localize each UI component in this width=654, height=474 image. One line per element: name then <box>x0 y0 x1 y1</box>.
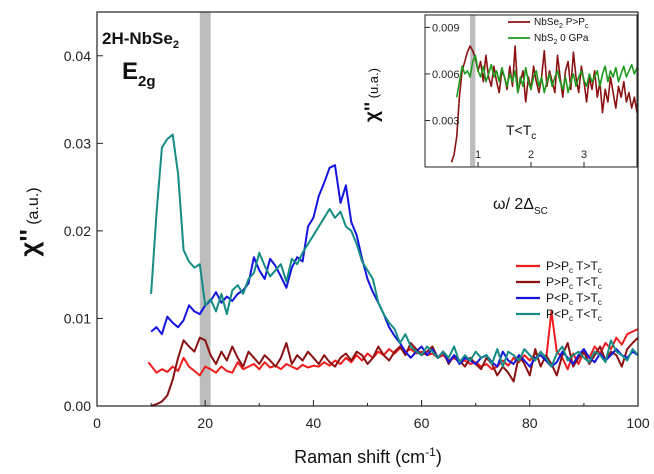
inset-x-tick-label: 1 <box>475 149 481 161</box>
main-x-tick-label: 40 <box>306 415 322 431</box>
inset-series-line-0 <box>450 45 638 163</box>
inset-series-group <box>450 45 638 163</box>
inset-legend: NbSe2 P>Pc NbS2 0 GPa <box>508 17 589 46</box>
sample-label: 2H-NbSe2 <box>102 29 179 51</box>
main-series-line-1 <box>150 336 639 407</box>
main-legend: P>Pc T>TcP>Pc T<TcP<Pc T>TcP<Pc T<Tc <box>516 259 602 323</box>
inset-y-axis-label: χ'' (u.a.) <box>362 68 383 122</box>
main-series-line-2 <box>150 164 639 368</box>
main-y-tick-label: 0.01 <box>64 310 91 326</box>
main-shade-band <box>199 12 211 406</box>
main-y-tick-label: 0.00 <box>64 398 91 414</box>
inset-y-tick-label: 0.009 <box>432 22 460 34</box>
inset-y-tick-label: 0.003 <box>432 115 460 127</box>
inset-chart: 1 2 3 0.003 0.006 0.009 T<Tc ω/ 2ΔSC χ'' (u.a… <box>362 14 638 217</box>
main-x-tick-label: 100 <box>626 415 650 431</box>
inset-x-tick-label: 2 <box>528 149 534 161</box>
main-chart: 0 20 40 60 80 100 0.00 0.01 0.02 0.03 0.04 2H-NbSe… <box>14 11 650 467</box>
inset-series-line-1 <box>456 54 638 98</box>
main-x-tick-label: 0 <box>93 415 101 431</box>
main-legend-label: P<Pc T<Tc <box>546 307 602 323</box>
main-y-axis-label: χ'' (a.u.) <box>14 187 44 256</box>
inset-annotation: T<Tc <box>506 122 536 142</box>
main-series-line-3 <box>150 133 639 368</box>
main-y-tick-label: 0.04 <box>64 48 91 64</box>
main-legend-label: P>Pc T>Tc <box>546 259 602 275</box>
main-x-tick-label: 60 <box>414 415 430 431</box>
inset-x-tick-label: 3 <box>581 149 587 161</box>
inset-ticks-group: 1 2 3 0.003 0.006 0.009 <box>425 22 587 167</box>
main-y-tick-label: 0.02 <box>64 223 91 239</box>
main-x-tick-label: 80 <box>522 415 538 431</box>
main-series-group <box>147 133 639 407</box>
inset-y-tick-label: 0.006 <box>432 69 460 81</box>
inset-legend-label: NbSe2 P>Pc <box>534 17 589 30</box>
main-legend-label: P<Pc T>Tc <box>546 291 602 307</box>
inset-x-axis-label: ω/ 2ΔSC <box>493 196 548 217</box>
main-y-tick-label: 0.03 <box>64 135 91 151</box>
inset-legend-label: NbS2 0 GPa <box>534 33 589 46</box>
inset-shade-band <box>470 15 476 167</box>
mode-label: E2g <box>122 58 156 90</box>
main-x-axis-label: Raman shift (cm-1) <box>294 445 442 467</box>
main-x-tick-label: 20 <box>197 415 213 431</box>
main-ticks-group: 0 20 40 60 80 100 0.00 0.01 0.02 0.03 0.04 <box>64 48 650 431</box>
main-legend-label: P>Pc T<Tc <box>546 275 602 291</box>
